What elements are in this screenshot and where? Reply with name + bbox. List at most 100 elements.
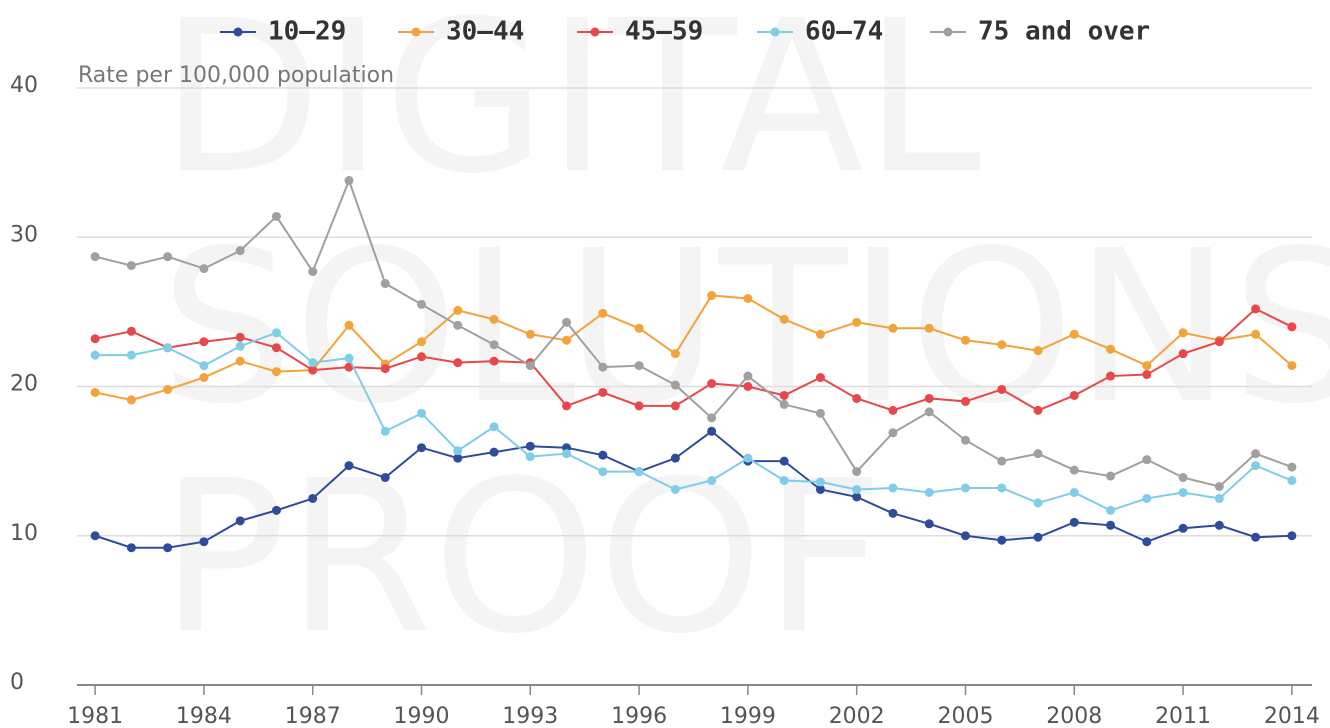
data-point (960, 335, 970, 345)
data-point (453, 358, 463, 368)
data-point (779, 399, 789, 409)
x-tick-label: 1999 (720, 704, 776, 728)
data-point (199, 337, 209, 347)
data-point (453, 305, 463, 315)
data-point (815, 408, 825, 418)
data-point (743, 293, 753, 303)
legend-marker (770, 27, 780, 37)
data-point (997, 340, 1007, 350)
data-point (489, 356, 499, 366)
data-point (924, 519, 934, 529)
series (90, 328, 1297, 515)
x-tick-label: 2005 (937, 704, 993, 728)
data-point (852, 484, 862, 494)
data-point (308, 267, 318, 277)
series-line (95, 331, 1293, 512)
data-point (417, 337, 427, 347)
data-point (235, 246, 245, 256)
data-point (852, 393, 862, 403)
series-line (94, 430, 1292, 549)
watermark: SOLUTIONS (160, 205, 1330, 450)
data-point (235, 341, 245, 351)
data-point (1106, 371, 1116, 381)
y-tick-label: 40 (10, 73, 38, 98)
data-point (1142, 361, 1152, 371)
data-point (1214, 337, 1224, 347)
data-point (126, 395, 136, 405)
data-point (779, 390, 789, 400)
data-point (562, 449, 572, 459)
data-point (924, 407, 934, 417)
y-tick-label: 0 (10, 670, 24, 695)
data-point (1106, 471, 1116, 481)
data-point (1178, 328, 1188, 338)
data-point (707, 476, 717, 486)
data-point (126, 326, 136, 336)
legend-marker (943, 27, 953, 37)
data-point (598, 467, 608, 477)
data-point (525, 329, 535, 339)
data-point (1178, 487, 1188, 497)
data-point (1033, 449, 1043, 459)
data-point (525, 361, 535, 371)
data-point (1178, 523, 1188, 533)
data-point (1214, 493, 1224, 503)
data-point (1251, 329, 1261, 339)
data-point (417, 408, 427, 418)
data-point (1106, 344, 1116, 354)
data-point (199, 264, 209, 274)
data-point (1287, 531, 1297, 541)
data-point (1251, 532, 1261, 542)
data-point (271, 328, 281, 338)
data-point (271, 343, 281, 353)
data-point (670, 484, 680, 494)
data-point (1142, 370, 1152, 380)
data-point (199, 361, 209, 371)
data-point (453, 446, 463, 456)
data-point (888, 405, 898, 415)
data-point (90, 252, 100, 262)
data-point (1069, 517, 1079, 527)
data-point (960, 435, 970, 445)
data-point (163, 543, 173, 553)
data-point (235, 356, 245, 366)
data-point (1142, 537, 1152, 547)
data-point (1287, 476, 1297, 486)
data-point (562, 401, 572, 411)
data-point (562, 335, 572, 345)
series-line (94, 307, 1293, 412)
data-point (997, 384, 1007, 394)
data-point (743, 453, 753, 463)
data-point (163, 252, 173, 262)
legend-item: 30–44 (398, 17, 524, 47)
data-point (924, 393, 934, 403)
data-point (924, 487, 934, 497)
x-tick-label: 1981 (67, 704, 123, 728)
data-point (344, 461, 354, 471)
y-tick-label: 20 (10, 372, 38, 397)
data-point (90, 334, 100, 344)
data-point (598, 387, 608, 397)
data-point (90, 531, 100, 541)
data-point (417, 299, 427, 309)
data-point (598, 362, 608, 372)
data-point (960, 396, 970, 406)
data-point (1106, 520, 1116, 530)
data-point (199, 373, 209, 383)
data-point (90, 350, 100, 360)
data-point (1033, 532, 1043, 542)
data-point (707, 426, 717, 436)
legend-label: 30–44 (446, 17, 524, 47)
data-point (1287, 462, 1297, 472)
data-point (1069, 390, 1079, 400)
data-point (1178, 473, 1188, 483)
data-point (1033, 498, 1043, 508)
data-point (1178, 349, 1188, 359)
data-point (308, 493, 318, 503)
data-point (960, 531, 970, 541)
data-point (960, 483, 970, 493)
data-point (888, 323, 898, 333)
data-point (852, 492, 862, 502)
x-tick-label: 2002 (829, 704, 885, 728)
legend-item: 75 and over (930, 17, 1150, 47)
